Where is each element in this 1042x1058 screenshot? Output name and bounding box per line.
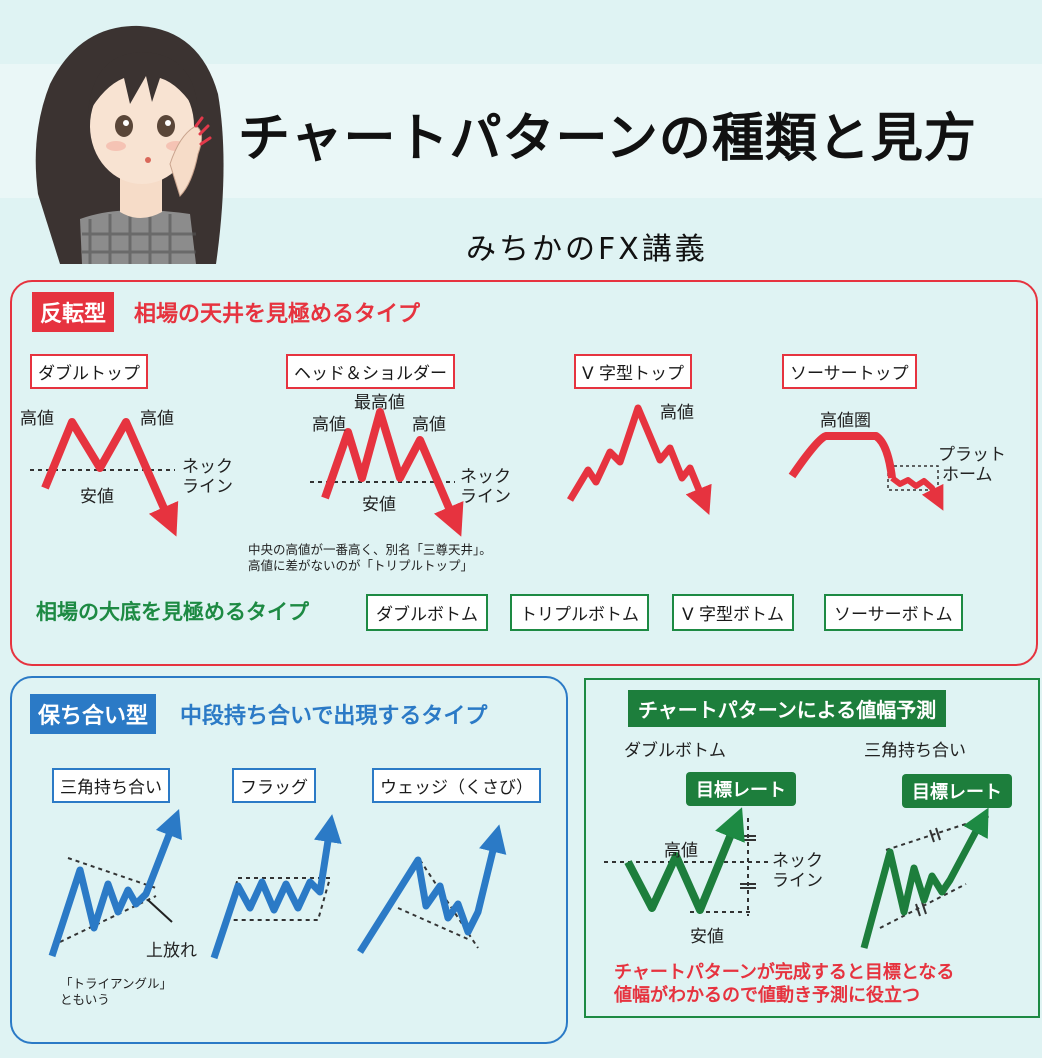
projection-panel <box>584 678 1040 1018</box>
label-high: 高値 <box>20 409 54 429</box>
triangle-note: 「トライアングル」 ともいう <box>60 976 173 1008</box>
projection-note: チャートパターンが完成すると目標となる 値幅がわかるので値動き予測に役立つ <box>614 962 955 1006</box>
label-low: 安値 <box>362 495 396 515</box>
projection-triangle-chart <box>860 807 991 949</box>
target-rate-badge: 目標レート <box>902 774 1012 808</box>
pattern-wedge: ウェッジ（くさび） <box>372 768 541 803</box>
girl-illustration <box>35 25 224 264</box>
page-subtitle: みちかのFX講義 <box>466 232 708 267</box>
label-neck-line: ネック <box>460 467 511 487</box>
reversal-heading: 相場の天井を見極めるタイプ <box>134 302 421 327</box>
continuation-panel <box>10 676 568 1044</box>
v-top-chart <box>566 404 712 515</box>
label-neck-line: ライン <box>460 487 511 507</box>
continuation-heading: 中段持ち合いで出現するタイプ <box>180 704 488 729</box>
triangle-chart <box>48 808 182 958</box>
bottom-heading: 相場の大底を見極めるタイプ <box>36 600 309 624</box>
label-high: 高値 <box>140 409 174 429</box>
projection-left-title: ダブルボトム <box>624 741 726 761</box>
pattern-head-shoulders: ヘッド＆ショルダー <box>286 354 455 389</box>
pattern-v-bottom: V 字型ボトム <box>672 594 795 631</box>
pattern-flag: フラッグ <box>232 768 316 803</box>
reversal-panel <box>10 280 1038 666</box>
head-shoulders-chart <box>310 408 464 537</box>
label-low: 安値 <box>80 487 114 507</box>
label-platform: プラット <box>938 445 1006 465</box>
pattern-triangle: 三角持ち合い <box>52 768 170 803</box>
pattern-triple-bottom: トリプルボトム <box>510 594 649 631</box>
label-low: 安値 <box>690 927 724 947</box>
target-rate-badge: 目標レート <box>686 772 796 806</box>
label-high: 高値 <box>664 841 698 861</box>
projection-double-bottom-chart <box>604 807 768 916</box>
label-high-zone: 高値圏 <box>820 411 871 431</box>
label-high: 高値 <box>660 403 694 423</box>
label-breakout: 上放れ <box>146 941 197 961</box>
head-shoulders-note: 中央の高値が一番高く、別名「三尊天井」。 高値に差がないのが「トリプルトップ」 <box>248 542 492 574</box>
label-platform: ホーム <box>942 465 993 485</box>
saucer-top-chart <box>788 432 944 511</box>
label-neck-line: ライン <box>772 871 823 891</box>
wedge-chart <box>357 824 507 954</box>
double-top-chart <box>30 418 179 537</box>
pattern-double-top: ダブルトップ <box>30 354 148 389</box>
projection-right-title: 三角持ち合い <box>864 741 966 761</box>
label-neck-line: ネック <box>772 851 823 871</box>
pattern-saucer-top: ソーサートップ <box>782 354 917 389</box>
pattern-saucer-bottom: ソーサーボトム <box>824 594 963 631</box>
reversal-tag: 反転型 <box>32 292 115 332</box>
projection-tag: チャートパターンによる値幅予測 <box>628 690 947 727</box>
label-neck-line: ネック <box>182 457 233 477</box>
pattern-double-bottom: ダブルボトム <box>366 594 488 631</box>
flag-chart <box>210 814 342 960</box>
page-title: チャートパターンの種類と見方 <box>238 109 977 169</box>
label-neck-line: ライン <box>182 477 233 497</box>
label-high: 高値 <box>412 415 446 435</box>
continuation-tag: 保ち合い型 <box>30 694 157 734</box>
pattern-v-top: V 字型トップ <box>574 354 693 389</box>
label-high: 高値 <box>312 415 346 435</box>
label-highest: 最高値 <box>354 393 405 413</box>
